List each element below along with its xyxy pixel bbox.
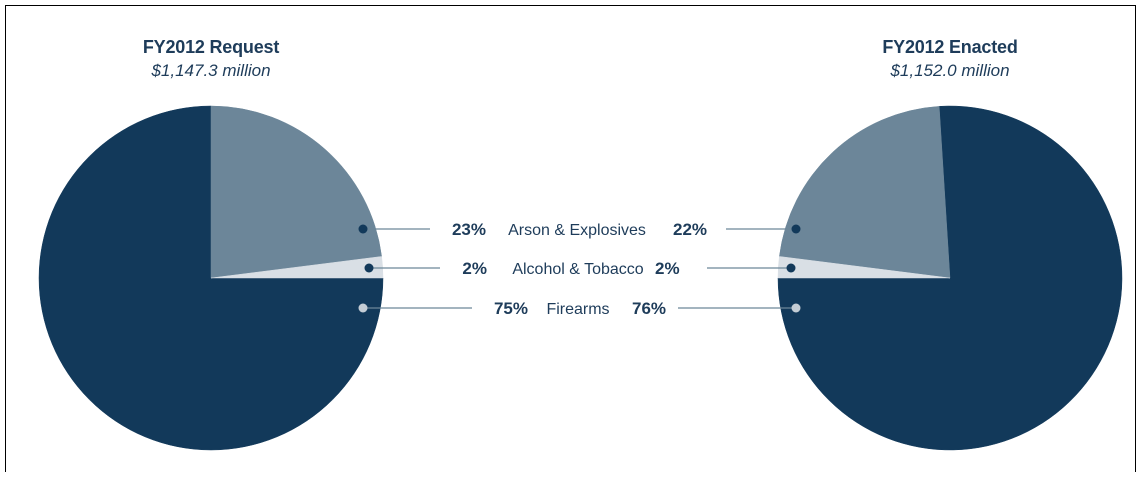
leader-dot-request-alcohol-tobacco [364, 263, 374, 273]
pct-label-enacted-arson-explosives: 22% [673, 220, 707, 239]
pct-label-request-alcohol-tobacco: 2% [462, 259, 487, 278]
pie-title-enacted: FY2012 Enacted [882, 37, 1018, 57]
leader-dot-request-arson-explosives [358, 224, 368, 234]
pct-label-request-firearms: 75% [494, 299, 528, 318]
leader-dot-enacted-firearms [791, 303, 801, 313]
leader-dot-request-firearms [358, 303, 368, 313]
pie-slice-enacted-arson-explosives [779, 106, 951, 279]
pct-label-request-arson-explosives: 23% [452, 220, 486, 239]
leader-dot-enacted-arson-explosives [791, 224, 801, 234]
pie-slice-request-arson-explosives [210, 105, 382, 279]
pie-subtitle-enacted: $1,152.0 million [890, 61, 1010, 80]
category-label-alcohol-tobacco: Alcohol & Tobacco [512, 261, 643, 278]
pct-label-enacted-alcohol-tobacco: 2% [655, 259, 680, 278]
chart-frame [5, 5, 1136, 472]
category-label-arson-explosives: Arson & Explosives [508, 222, 646, 239]
pie-subtitle-request: $1,147.3 million [151, 61, 271, 80]
pie-slice-request-alcohol-tobacco [210, 256, 384, 279]
pie-slice-enacted-alcohol-tobacco [777, 256, 951, 279]
pie-title-request: FY2012 Request [142, 37, 280, 57]
category-label-firearms: Firearms [546, 301, 609, 318]
pct-label-enacted-firearms: 76% [632, 299, 666, 318]
leader-dot-enacted-alcohol-tobacco [786, 263, 796, 273]
